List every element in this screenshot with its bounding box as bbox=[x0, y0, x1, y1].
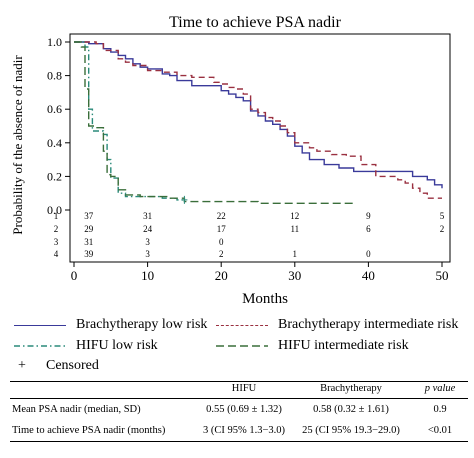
summary-row: Mean PSA nadir (median, SD) 0.55 (0.69 ±… bbox=[10, 399, 468, 421]
x-tick-label: 50 bbox=[436, 268, 449, 283]
summary-row-p: <0.01 bbox=[427, 425, 453, 436]
summary-row-label: Time to achieve PSA nadir (months) bbox=[12, 425, 166, 436]
risk-count: 31 bbox=[84, 237, 93, 247]
legend-label-brachy-int: Brachytherapy intermediate risk bbox=[278, 317, 459, 332]
series-line-3 bbox=[74, 41, 185, 201]
risk-count: 29 bbox=[84, 224, 94, 234]
legend-swatch-brachy-int bbox=[216, 324, 268, 326]
summary-header-p: p value bbox=[424, 383, 456, 394]
legend-swatch-brachy-low bbox=[14, 324, 66, 326]
risk-count: 9 bbox=[366, 211, 371, 221]
risk-count: 2 bbox=[219, 249, 224, 259]
series-line-4 bbox=[74, 41, 354, 204]
legend-swatch-hifu-int bbox=[216, 345, 268, 347]
y-axis-label: Probability of the absence of nadir bbox=[10, 55, 25, 235]
summary-table: HIFU Brachytherapy p value Mean PSA nadi… bbox=[10, 381, 468, 442]
legend-label-brachy-low: Brachytherapy low risk bbox=[76, 317, 208, 332]
legend-label-censored: Censored bbox=[46, 358, 99, 373]
x-axis-label: Months bbox=[242, 291, 288, 307]
summary-row-label: Mean PSA nadir (median, SD) bbox=[12, 404, 141, 415]
summary-row: Time to achieve PSA nadir (months) 3 (CI… bbox=[10, 420, 468, 442]
chart-title: Time to achieve PSA nadir bbox=[169, 14, 342, 31]
y-tick-label: 0.2 bbox=[47, 169, 62, 183]
y-tick-label: 0.8 bbox=[47, 69, 62, 83]
risk-count: 3 bbox=[145, 249, 150, 259]
series-line-2 bbox=[74, 41, 442, 199]
km-chart: Time to achieve PSA nadir Probability of… bbox=[10, 14, 451, 307]
risk-count: 12 bbox=[290, 211, 299, 221]
risk-row-id: 4 bbox=[54, 249, 59, 259]
summary-row-brachy: 0.58 (0.32 ± 1.61) bbox=[313, 404, 389, 415]
x-tick-label: 30 bbox=[288, 268, 301, 283]
y-tick-label: 0.6 bbox=[47, 102, 62, 116]
legend-swatch-hifu-low bbox=[14, 345, 66, 347]
risk-count: 31 bbox=[143, 211, 152, 221]
risk-count: 2 bbox=[440, 224, 445, 234]
legend-item-brachy-low: Brachytherapy low risk bbox=[14, 317, 207, 333]
summary-header-hifu: HIFU bbox=[231, 383, 257, 394]
risk-count: 24 bbox=[143, 224, 153, 234]
y-tick-label: 0.4 bbox=[47, 136, 62, 150]
risk-table: 1 37 31 22 12 9 5 2 29 24 17 11 6 2 3 31 3 0 4 39 3 2 1 0 bbox=[54, 211, 445, 259]
censor-mark bbox=[181, 195, 188, 204]
risk-count: 1 bbox=[293, 249, 298, 259]
risk-count: 3 bbox=[145, 237, 150, 247]
legend-item-brachy-int: Brachytherapy intermediate risk bbox=[216, 317, 458, 333]
x-tick-label: 20 bbox=[215, 268, 228, 283]
risk-count: 37 bbox=[84, 211, 94, 221]
legend-label-hifu-int: HIFU intermediate risk bbox=[278, 338, 409, 353]
risk-row-id: 3 bbox=[54, 237, 59, 247]
risk-count: 0 bbox=[366, 249, 371, 259]
risk-count: 22 bbox=[217, 211, 226, 221]
summary-header-brachy: Brachytherapy bbox=[320, 383, 382, 394]
risk-row-id: 2 bbox=[54, 224, 59, 234]
risk-count: 6 bbox=[366, 224, 371, 234]
censored-symbol: + bbox=[18, 358, 26, 373]
survival-curves bbox=[74, 41, 443, 204]
summary-row-brachy: 25 (CI 95% 19.3−29.0) bbox=[302, 425, 400, 436]
x-tick-label: 0 bbox=[71, 268, 78, 283]
x-tick-label: 10 bbox=[141, 268, 154, 283]
summary-row-hifu: 3 (CI 95% 1.3−3.0) bbox=[202, 425, 286, 436]
legend-item-censored: + Censored bbox=[18, 358, 99, 374]
risk-count: 0 bbox=[219, 237, 224, 247]
y-ticks: 0.0 0.2 0.4 0.6 0.8 1.0 bbox=[47, 35, 70, 217]
risk-row-id: 1 bbox=[54, 211, 59, 221]
summary-header-blank bbox=[10, 382, 198, 399]
risk-count: 39 bbox=[84, 249, 94, 259]
plot-area bbox=[69, 33, 451, 263]
y-tick-label: 1.0 bbox=[47, 35, 62, 49]
summary-header-row: HIFU Brachytherapy p value bbox=[10, 381, 468, 399]
risk-count: 5 bbox=[440, 211, 445, 221]
summary-row-hifu: 0.55 (0.69 ± 1.32) bbox=[206, 404, 282, 415]
legend: Brachytherapy low risk Brachytherapy int… bbox=[0, 316, 474, 380]
legend-item-hifu-int: HIFU intermediate risk bbox=[216, 338, 409, 354]
x-tick-label: 40 bbox=[362, 268, 375, 283]
summary-row-p: 0.9 bbox=[433, 404, 447, 415]
legend-label-hifu-low: HIFU low risk bbox=[76, 338, 158, 353]
series-line-1 bbox=[74, 41, 443, 189]
legend-item-hifu-low: HIFU low risk bbox=[14, 338, 158, 354]
x-ticks: 0 10 20 30 40 50 bbox=[71, 262, 449, 283]
risk-count: 17 bbox=[217, 224, 227, 234]
censor-marks bbox=[181, 195, 188, 204]
y-tick-label: 0.0 bbox=[47, 203, 62, 217]
risk-count: 11 bbox=[290, 224, 299, 234]
